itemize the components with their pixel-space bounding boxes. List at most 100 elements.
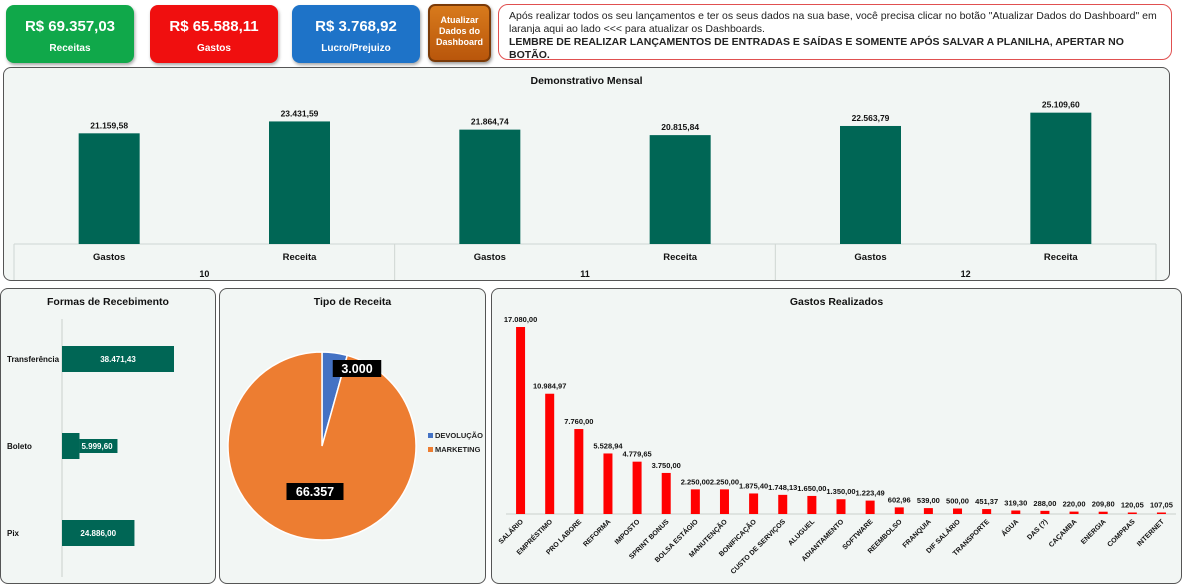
gastos-bar xyxy=(749,493,759,514)
monthly-category-label: Gastos xyxy=(854,252,886,263)
gastos-data-label: 17.080,00 xyxy=(504,315,537,324)
monthly-group-label: 11 xyxy=(580,269,590,279)
gastos-data-label: 2.250,00 xyxy=(681,477,710,486)
gastos-bar xyxy=(1040,510,1050,514)
monthly-category-label: Receita xyxy=(1044,252,1079,263)
gastos-bar xyxy=(923,508,933,514)
monthly-data-label: 25.109,60 xyxy=(1042,100,1080,110)
gastos-category-label: COMPRAS xyxy=(1106,518,1136,548)
monthly-data-label: 21.864,74 xyxy=(471,117,509,127)
gastos-data-label: 5.528,94 xyxy=(593,441,623,450)
kpi-lucro-value: R$ 3.768,92 xyxy=(315,18,397,35)
gastos-data-label: 451,37 xyxy=(975,497,998,506)
gastos-data-label: 500,00 xyxy=(946,497,969,506)
monthly-data-label: 21.159,58 xyxy=(90,120,128,130)
recebimento-panel: Formas de Recebimento Transferência 38.47… xyxy=(0,288,216,584)
recebimento-bar xyxy=(62,346,174,372)
recebimento-bar xyxy=(62,520,135,546)
gastos-chart: 17.080,00SALÁRIO10.984,97EMPRÉSTIMO7.760… xyxy=(496,315,1176,576)
recebimento-data-label: 5.999,60 xyxy=(81,442,113,451)
gastos-data-label: 288,00 xyxy=(1033,499,1056,508)
gastos-data-label: 602,96 xyxy=(888,495,911,504)
monthly-bar xyxy=(269,121,330,244)
monthly-bar xyxy=(649,135,711,244)
update-button-line-3: Dashboard xyxy=(435,37,483,47)
gastos-bar xyxy=(894,507,904,514)
gastos-data-label: 4.779,65 xyxy=(622,450,651,459)
monthly-bar xyxy=(840,125,901,244)
gastos-category-label: IMPOSTO xyxy=(614,518,642,546)
gastos-category-label: FRANQUIA xyxy=(902,518,933,549)
gastos-category-label: DAS (?) xyxy=(1026,518,1049,541)
gastos-data-label: 3.750,00 xyxy=(652,461,681,470)
gastos-bar xyxy=(982,509,992,514)
recebimento-data-label: 38.471,43 xyxy=(100,355,136,364)
update-button-line-1: Atualizar xyxy=(440,15,479,25)
monthly-bar xyxy=(1030,112,1092,245)
monthly-bar xyxy=(78,133,140,244)
monthly-panel: Demonstrativo Mensal 21.159,58 Gastos 23.4… xyxy=(3,67,1170,281)
monthly-category-label: Receita xyxy=(283,252,318,263)
recebimento-bar xyxy=(62,433,80,459)
gastos-category-label: SALÁRIO xyxy=(496,517,525,546)
instruction-warning: LEMBRE DE REALIZAR LANÇAMENTOS DE ENTRAD… xyxy=(509,36,1124,61)
gastos-data-label: 1.350,00 xyxy=(826,487,855,496)
monthly-group-label: 10 xyxy=(199,269,209,279)
monthly-data-label: 20.815,84 xyxy=(661,122,699,132)
kpi-gastos-value: R$ 65.588,11 xyxy=(169,18,259,35)
recebimento-title: Formas de Recebimento xyxy=(47,296,169,308)
monthly-data-label: 22.563,79 xyxy=(852,113,890,123)
kpi-receitas-value: R$ 69.357,03 xyxy=(24,18,116,35)
gastos-bar xyxy=(690,489,700,514)
gastos-bar xyxy=(574,429,584,514)
monthly-category-label: Receita xyxy=(663,252,698,263)
recebimento-chart: Transferência 38.471,43 Boleto 5.999,60 Pix 2… xyxy=(7,319,174,577)
gastos-bar xyxy=(719,489,729,514)
tipo-title: Tipo de Receita xyxy=(313,296,392,308)
gastos-data-label: 1.875,40 xyxy=(739,481,768,490)
gastos-bar xyxy=(1098,511,1108,514)
gastos-bar xyxy=(807,495,817,514)
monthly-chart: 21.159,58 Gastos 23.431,59 Receita 21.864,74… xyxy=(13,100,1157,280)
kpi-receitas: R$ 69.357,03 Receitas xyxy=(6,5,134,63)
gastos-data-label: 319,30 xyxy=(1004,499,1027,508)
gastos-data-label: 10.984,97 xyxy=(533,382,566,391)
gastos-bar xyxy=(1127,512,1137,514)
monthly-group-label: 12 xyxy=(961,269,971,279)
recebimento-category-label: Transferência xyxy=(7,355,60,364)
gastos-bar xyxy=(1069,511,1079,514)
kpi-lucro: R$ 3.768,92 Lucro/Prejuizo xyxy=(292,5,420,63)
gastos-data-label: 209,80 xyxy=(1092,500,1115,509)
tipo-slice xyxy=(227,351,417,541)
monthly-data-label: 23.431,59 xyxy=(281,108,319,118)
tipo-panel: Tipo de Receita 3.000 66.357 DEVOLUÇÃO MARK… xyxy=(219,288,486,584)
tipo-data-label: 66.357 xyxy=(296,485,334,499)
gastos-bar xyxy=(545,393,555,514)
recebimento-category-label: Pix xyxy=(7,529,20,538)
gastos-bar xyxy=(603,453,613,514)
gastos-bar xyxy=(516,327,526,514)
gastos-data-label: 120,05 xyxy=(1121,501,1144,510)
gastos-category-label: ALUGUEL xyxy=(787,518,816,547)
tipo-label-bg xyxy=(332,360,382,377)
gastos-data-label: 7.760,00 xyxy=(564,417,593,426)
monthly-bar xyxy=(459,129,521,244)
recebimento-category-label: Boleto xyxy=(7,442,32,451)
update-button-line-2: Dados do xyxy=(438,26,480,36)
gastos-category-label: ÁGUA xyxy=(999,517,1020,538)
gastos-bar xyxy=(778,494,788,514)
gastos-bar xyxy=(661,472,671,514)
kpi-gastos-label: Gastos xyxy=(197,43,231,54)
gastos-bar xyxy=(1011,510,1021,514)
gastos-data-label: 1.748,13 xyxy=(768,483,797,492)
recebimento-data-label: 24.886,00 xyxy=(80,529,116,538)
tipo-legend-label: MARKETING xyxy=(435,445,481,454)
gastos-category-label: CAÇAMBA xyxy=(1048,518,1079,549)
update-dashboard-button[interactable]: Atualizar Dados do Dashboard xyxy=(428,4,491,62)
instruction-text: Após realizar todos os seu lançamentos e… xyxy=(509,10,1157,35)
tipo-chart: 3.000 66.357 DEVOLUÇÃO MARKETING xyxy=(227,351,483,541)
kpi-gastos: R$ 65.588,11 Gastos xyxy=(150,5,278,63)
tipo-legend-swatch xyxy=(428,447,433,452)
tipo-data-label: 3.000 xyxy=(341,362,372,376)
tipo-label-bg xyxy=(286,483,344,500)
